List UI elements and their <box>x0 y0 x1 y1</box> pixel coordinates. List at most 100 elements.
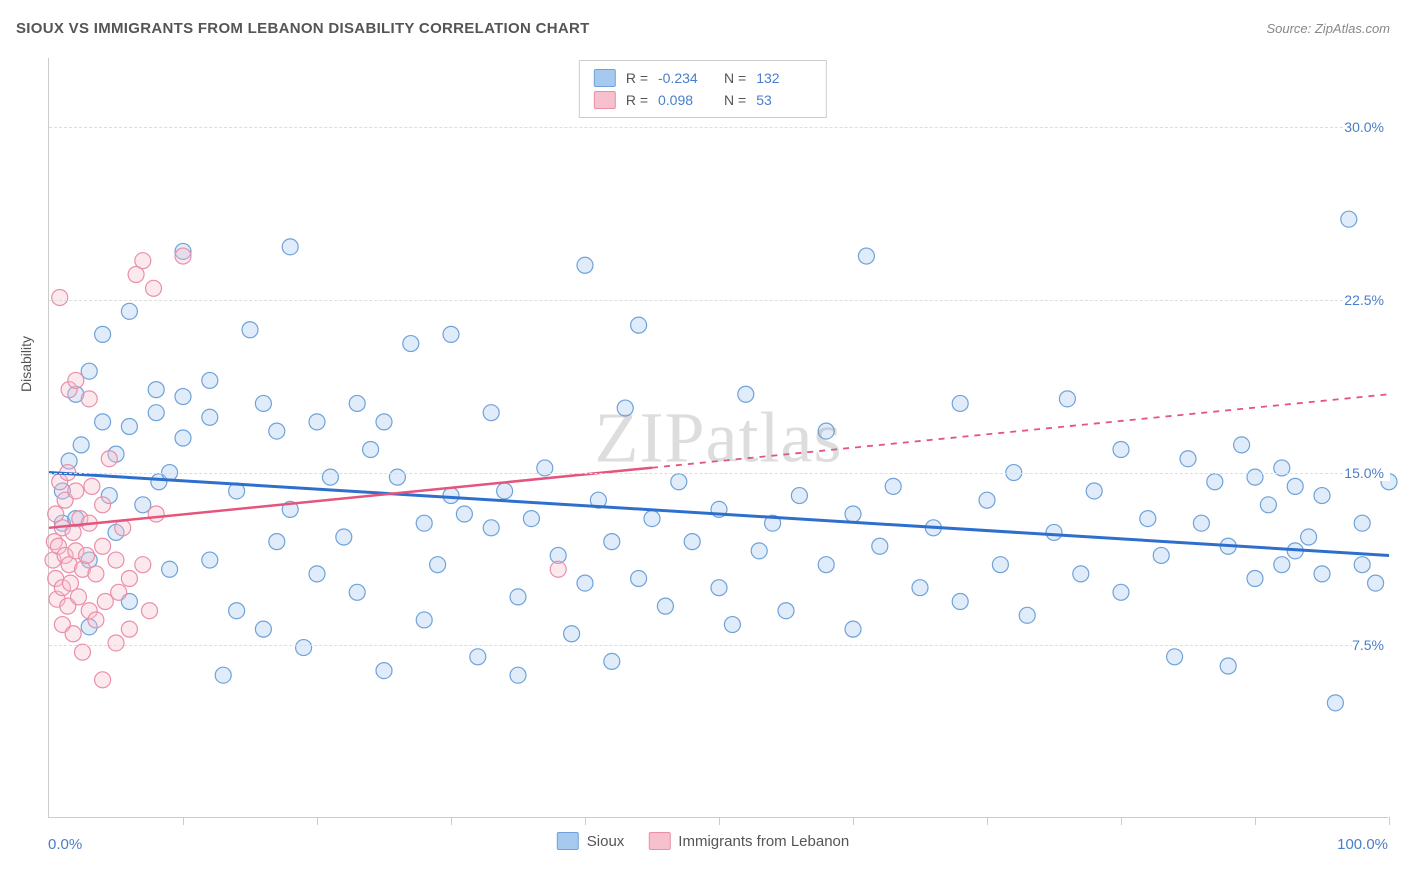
data-point <box>146 280 162 296</box>
x-tick <box>317 817 318 825</box>
source-credit: Source: ZipAtlas.com <box>1266 21 1390 36</box>
data-point <box>1314 488 1330 504</box>
data-point <box>121 621 137 637</box>
n-label: N = <box>724 70 746 86</box>
data-point <box>363 442 379 458</box>
trend-line-extrapolated <box>652 394 1389 467</box>
data-point <box>269 534 285 550</box>
data-point <box>430 557 446 573</box>
data-point <box>376 414 392 430</box>
data-point <box>1019 607 1035 623</box>
swatch-icon <box>557 832 579 850</box>
legend-item: Sioux <box>557 832 625 850</box>
data-point <box>1287 478 1303 494</box>
data-point <box>416 515 432 531</box>
data-point <box>483 405 499 421</box>
legend-row: R = 0.098 N = 53 <box>594 89 812 111</box>
data-point <box>403 336 419 352</box>
data-point <box>483 520 499 536</box>
r-label: R = <box>626 92 648 108</box>
data-point <box>1113 442 1129 458</box>
data-point <box>657 598 673 614</box>
data-point <box>309 414 325 430</box>
data-point <box>101 451 117 467</box>
data-point <box>1247 570 1263 586</box>
trend-line <box>49 473 1389 556</box>
gridline <box>49 127 1388 128</box>
data-point <box>349 584 365 600</box>
y-tick-label: 30.0% <box>1344 119 1390 135</box>
data-point <box>148 382 164 398</box>
data-point <box>711 580 727 596</box>
data-point <box>79 547 95 563</box>
data-point <box>456 506 472 522</box>
r-value: 0.098 <box>658 92 714 108</box>
x-tick <box>1255 817 1256 825</box>
data-point <box>952 395 968 411</box>
data-point <box>979 492 995 508</box>
data-point <box>577 257 593 273</box>
data-point <box>95 538 111 554</box>
x-axis-max: 100.0% <box>1337 836 1388 853</box>
data-point <box>778 603 794 619</box>
y-tick-label: 7.5% <box>1352 637 1390 653</box>
data-point <box>282 239 298 255</box>
data-point <box>242 322 258 338</box>
legend-label: Sioux <box>587 833 625 850</box>
data-point <box>617 400 633 416</box>
x-tick <box>1121 817 1122 825</box>
n-value: 132 <box>756 70 812 86</box>
data-point <box>577 575 593 591</box>
data-point <box>1207 474 1223 490</box>
data-point <box>872 538 888 554</box>
data-point <box>95 497 111 513</box>
data-point <box>1354 515 1370 531</box>
x-tick <box>585 817 586 825</box>
data-point <box>497 483 513 499</box>
data-point <box>175 248 191 264</box>
data-point <box>912 580 928 596</box>
data-point <box>1274 460 1290 476</box>
data-point <box>95 414 111 430</box>
data-point <box>148 405 164 421</box>
data-point <box>162 561 178 577</box>
y-tick-label: 15.0% <box>1344 465 1390 481</box>
data-point <box>215 667 231 683</box>
data-point <box>95 672 111 688</box>
data-point <box>858 248 874 264</box>
swatch-icon <box>594 91 616 109</box>
data-point <box>336 529 352 545</box>
data-point <box>604 534 620 550</box>
x-tick <box>853 817 854 825</box>
data-point <box>108 635 124 651</box>
data-point <box>1167 649 1183 665</box>
gridline <box>49 473 1388 474</box>
data-point <box>470 649 486 665</box>
data-point <box>269 423 285 439</box>
data-point <box>1274 557 1290 573</box>
data-point <box>255 395 271 411</box>
data-point <box>229 603 245 619</box>
data-point <box>845 506 861 522</box>
data-point <box>202 552 218 568</box>
data-point <box>671 474 687 490</box>
data-point <box>738 386 754 402</box>
data-point <box>1260 497 1276 513</box>
data-point <box>564 626 580 642</box>
y-tick-label: 22.5% <box>1344 292 1390 308</box>
data-point <box>135 557 151 573</box>
data-point <box>1073 566 1089 582</box>
scatter-svg <box>49 58 1388 817</box>
data-point <box>1086 483 1102 499</box>
data-point <box>88 612 104 628</box>
data-point <box>510 667 526 683</box>
data-point <box>175 389 191 405</box>
data-point <box>75 644 91 660</box>
data-point <box>751 543 767 559</box>
data-point <box>73 437 89 453</box>
data-point <box>1368 575 1384 591</box>
y-axis-label: Disability <box>18 336 34 392</box>
data-point <box>84 478 100 494</box>
data-point <box>52 290 68 306</box>
data-point <box>952 594 968 610</box>
